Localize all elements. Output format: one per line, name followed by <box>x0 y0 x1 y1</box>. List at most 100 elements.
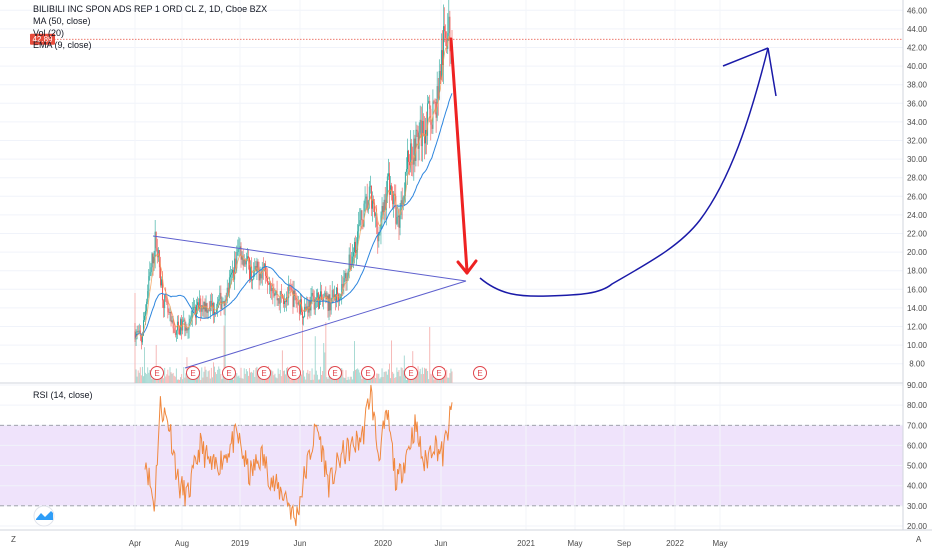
candle-body <box>189 318 191 323</box>
red-arrow-drawing[interactable] <box>449 37 478 275</box>
chart-title[interactable]: BILIBILI INC SPON ADS REP 1 ORD CL Z, 1D… <box>33 4 267 14</box>
legend-ma[interactable]: MA (50, close) <box>33 16 91 26</box>
candle-body <box>338 294 340 302</box>
candle-body <box>183 319 185 321</box>
candle-body <box>264 263 266 276</box>
time-axis[interactable]: Apr Aug 2019 Jun 2020 Jun 2021 May Sep 2022 May <box>129 539 728 548</box>
volume-bar <box>410 379 412 383</box>
earnings-marker: E <box>328 366 342 380</box>
candle-body <box>201 305 203 312</box>
legend-ema[interactable]: EMA (9, close) <box>33 40 92 50</box>
earnings-marker-circle <box>287 366 301 380</box>
candle-body <box>448 16 450 34</box>
volume-bar <box>233 379 235 383</box>
candle-body <box>170 312 172 322</box>
candle-body <box>153 256 155 264</box>
candle-body <box>255 265 257 272</box>
earnings-marker-label: E <box>261 369 266 378</box>
volume-bar <box>416 374 418 383</box>
volume-bar <box>391 340 393 383</box>
candle-body <box>245 259 247 265</box>
tradingview-logo-icon[interactable] <box>33 505 55 527</box>
volume-bar <box>145 372 147 383</box>
volume-bar <box>209 378 211 383</box>
price-tick-label: 26.00 <box>907 192 928 201</box>
candle-body <box>422 120 424 135</box>
candle-body <box>161 279 162 286</box>
volume-bar <box>215 372 217 383</box>
volume-bar <box>243 368 245 383</box>
candle-body <box>214 312 215 315</box>
candle-body <box>347 270 349 281</box>
legend-vol[interactable]: Vol (20) <box>33 28 64 38</box>
time-tick-label: Jun <box>435 539 448 548</box>
price-tick-label: 46.00 <box>907 6 928 15</box>
rsi-tick-label: 20.00 <box>907 522 928 531</box>
volume-bar <box>342 369 344 383</box>
price-tick-label: 30.00 <box>907 155 928 164</box>
volume-bar <box>278 373 280 383</box>
earnings-marker-label: E <box>154 369 159 378</box>
candle-body <box>180 319 182 335</box>
volume-bar <box>331 376 333 383</box>
rsi-legend[interactable]: RSI (14, close) <box>33 390 93 400</box>
volume-bar <box>308 373 310 383</box>
volume-bar <box>216 374 218 383</box>
volume-bar <box>317 379 319 383</box>
candle-body <box>308 300 310 313</box>
volume-bar <box>273 375 275 383</box>
volume-bar <box>136 376 138 383</box>
volume-bar <box>306 372 308 383</box>
candle-body <box>302 311 303 319</box>
timezone-toggle[interactable]: Z <box>11 535 16 544</box>
blue-path-drawing[interactable] <box>479 47 777 297</box>
candle-body <box>198 302 200 309</box>
candle-body <box>185 327 187 331</box>
volume-bar <box>352 371 354 383</box>
volume-bar <box>387 369 389 383</box>
candle-body <box>397 215 399 218</box>
candle-body <box>270 282 272 292</box>
candle-body <box>351 256 353 264</box>
earnings-marker-circle <box>257 366 271 380</box>
volume-bar <box>429 326 431 383</box>
candle-body <box>350 263 352 269</box>
auto-scale-toggle[interactable]: A <box>916 535 922 544</box>
volume-bar <box>155 345 157 383</box>
volume-bar <box>211 377 213 383</box>
price-tick-label: 14.00 <box>907 304 928 313</box>
candle-body <box>146 301 148 311</box>
volume-bar <box>388 363 390 383</box>
volume-bar <box>194 378 196 383</box>
candle-body <box>155 231 157 249</box>
price-tick-label: 42.00 <box>907 44 928 53</box>
price-axis[interactable]: 46.00 44.00 42.00 40.00 38.00 36.00 34.00 32.00… <box>907 6 928 368</box>
price-tick-label: 32.00 <box>907 137 928 146</box>
rsi-axis[interactable]: 90.00 80.00 70.00 60.00 50.00 40.00 30.00 20.00 <box>907 381 928 531</box>
triangle-drawing[interactable] <box>152 235 467 369</box>
candle-body <box>428 100 430 104</box>
candle-body <box>190 317 192 319</box>
volume-bar <box>254 376 256 383</box>
volume-bar <box>276 378 278 383</box>
candle-body <box>381 205 383 216</box>
candle-body <box>403 196 405 198</box>
candle-body <box>320 291 321 297</box>
candle-body <box>181 319 183 331</box>
candle-body <box>357 231 359 250</box>
volume-bar <box>374 374 376 383</box>
volume-bar <box>220 373 222 383</box>
volume-bar <box>351 379 353 383</box>
candle-body <box>257 261 259 269</box>
earnings-marker-circle <box>473 366 487 380</box>
price-tick-label: 24.00 <box>907 211 928 220</box>
candle-body <box>438 70 440 99</box>
candle-body <box>370 185 372 209</box>
candle-body <box>363 203 365 227</box>
volume-bar <box>202 377 204 383</box>
volume-bar <box>244 373 246 383</box>
candle-body <box>163 300 165 309</box>
candle-body <box>137 331 139 333</box>
